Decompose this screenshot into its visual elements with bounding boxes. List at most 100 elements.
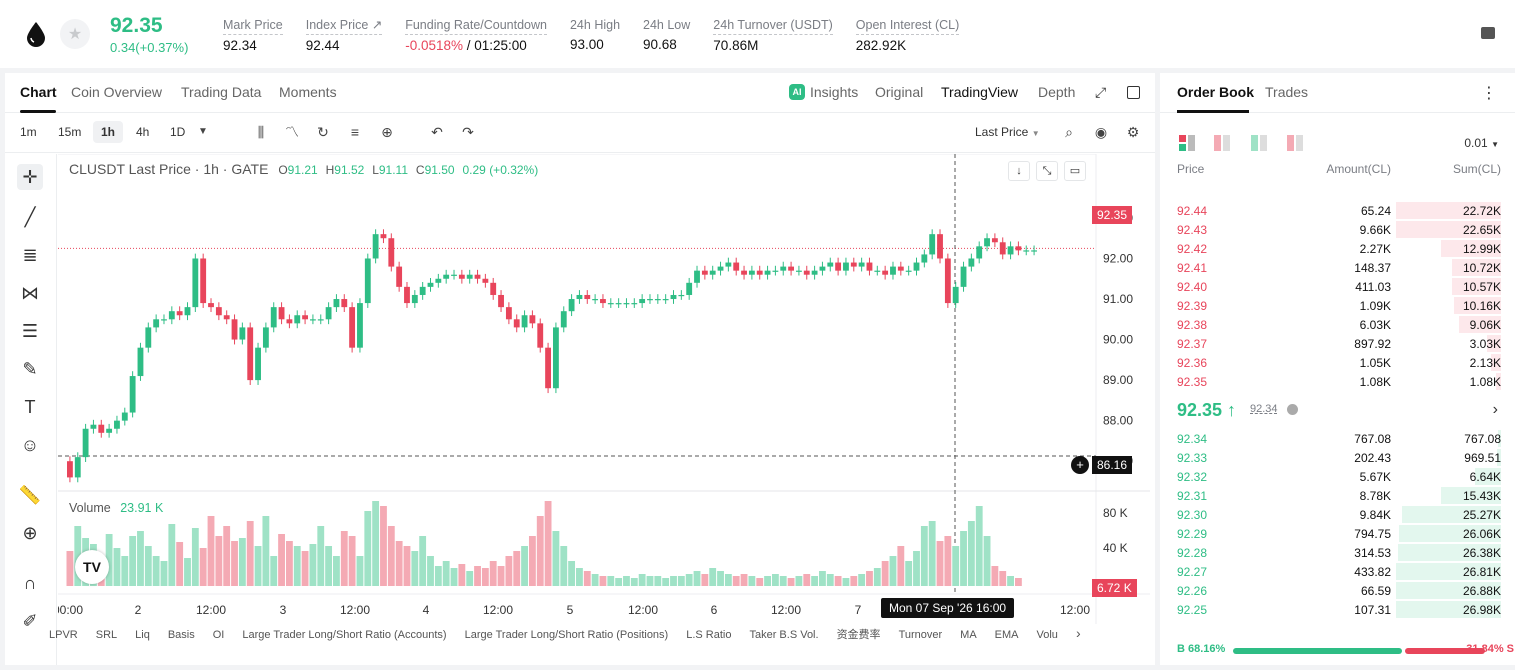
lock-drawing-icon[interactable]: ✐ [22,611,38,631]
order-book-row[interactable]: 92.35 1.08K 1.08K [1160,372,1515,391]
ob-mode-sell-icon[interactable] [1287,135,1303,151]
indicator-item[interactable]: Large Trader Long/Short Ratio (Accounts) [242,629,447,641]
replay-icon[interactable]: ↻ [317,124,329,140]
indicator-scroll-right-icon[interactable]: › [1075,625,1081,641]
indicators-icon[interactable]: 〽 [285,124,299,140]
more-menu-icon[interactable]: ⋮ [1481,85,1497,102]
indicator-item[interactable]: L.S Ratio [686,629,732,641]
indicator-item[interactable]: Volu [1036,629,1058,641]
text-tool-icon[interactable]: T [24,397,36,417]
tab-trades[interactable]: Trades [1265,84,1309,100]
sell-ratio: 31.84% S [1466,643,1514,655]
order-book-row[interactable]: 92.37 897.92 3.03K [1160,334,1515,353]
book-icon[interactable] [1481,27,1495,39]
window-icon[interactable] [1127,86,1140,99]
timeframe-dropdown-icon[interactable]: ▼ [198,126,208,137]
add-indicator-icon[interactable]: ⊕ [381,124,393,140]
order-book-row[interactable]: 92.27 433.82 26.81K [1160,562,1515,581]
undo-icon[interactable]: ↶ [431,124,443,140]
order-book-row[interactable]: 92.33 202.43 969.51 [1160,448,1515,467]
row-sum: 767.08 [1464,432,1501,446]
expand-icon[interactable]: ⤢ [1095,84,1107,100]
timeframe-1h[interactable]: 1h [93,121,124,143]
tradingview-logo[interactable]: TV [75,550,109,584]
templates-icon[interactable]: ≡ [350,124,360,140]
scroll-down-icon[interactable]: ↓ [1008,161,1030,181]
pattern-tool-icon[interactable]: ⋈ [21,283,39,303]
redo-icon[interactable]: ↷ [462,124,474,140]
tab-order-book[interactable]: Order Book [1177,84,1255,100]
order-book-row[interactable]: 92.34 767.08 767.08 [1160,429,1515,448]
stat-index-price[interactable]: Index Price ↗ 92.44 [305,17,383,53]
brush-tool-icon[interactable]: ✎ [22,359,38,379]
order-book-row[interactable]: 92.29 794.75 26.06K [1160,524,1515,543]
indicator-item[interactable]: Large Trader Long/Short Ratio (Positions… [464,629,669,641]
indicator-item[interactable]: Turnover [898,629,943,641]
order-book-row[interactable]: 92.42 2.27K 12.99K [1160,239,1515,258]
timeframe-4h[interactable]: 4h [136,125,150,139]
order-book-row[interactable]: 92.43 9.66K 22.65K [1160,220,1515,239]
indicator-item[interactable]: LPVR [49,629,78,641]
order-book-row[interactable]: 92.30 9.84K 25.27K [1160,505,1515,524]
add-alert-icon[interactable]: + [1071,456,1089,474]
view-insights[interactable]: Insights [810,84,859,100]
order-book-row[interactable]: 92.39 1.09K 10.16K [1160,296,1515,315]
tab-chart[interactable]: Chart [20,84,57,100]
collapse-icon[interactable]: ⤡ [1036,161,1058,181]
tab-trading-data[interactable]: Trading Data [181,84,262,100]
order-book-row[interactable]: 92.44 65.24 22.72K [1160,201,1515,220]
indicator-item[interactable]: MA [960,629,977,641]
order-book-row[interactable]: 92.41 148.37 10.72K [1160,258,1515,277]
settings-gear-icon[interactable]: ⚙ [1126,124,1140,140]
indicator-item[interactable]: 资金费率 [836,629,881,641]
order-book-row[interactable]: 92.31 8.78K 15.43K [1160,486,1515,505]
ob-mode-both-icon[interactable] [1179,135,1195,151]
view-original[interactable]: Original [875,84,924,100]
indicator-item[interactable]: EMA [994,629,1019,641]
row-sum: 22.72K [1462,204,1501,218]
indicator-item[interactable]: SRL [95,629,118,641]
precision-select[interactable]: 0.01 ▼ [1464,136,1499,150]
camera-icon[interactable]: ◉ [1094,124,1108,140]
magnet-tool-icon[interactable]: ∩ [23,573,37,593]
candle-type-icon[interactable]: ⫼ [257,124,265,140]
favorite-star-icon[interactable]: ★ [60,19,90,49]
fib-tool-icon[interactable]: ≣ [22,245,38,265]
ruler-tool-icon[interactable]: 📏 [18,485,42,505]
timeframe-1d[interactable]: 1D [170,125,186,139]
maximize-icon[interactable]: ▭ [1064,161,1086,181]
tab-moments[interactable]: Moments [279,84,337,100]
search-icon[interactable]: ⌕ [1065,124,1073,140]
zoom-in-tool-icon[interactable]: ⊕ [22,523,38,543]
indicator-item[interactable]: Basis [167,629,195,641]
buy-sell-ratio: B 68.16% 31.84% S [1177,643,1514,657]
order-book-row[interactable]: 92.32 5.67K 6.64K [1160,467,1515,486]
volume-bar [450,568,458,586]
order-book-row[interactable]: 92.26 66.59 26.88K [1160,581,1515,600]
order-book-row[interactable]: 92.25 107.31 26.98K [1160,600,1515,619]
timeframe-1m[interactable]: 1m [20,125,37,139]
order-book-row[interactable]: 92.28 314.53 26.38K [1160,543,1515,562]
order-book-row[interactable]: 92.38 6.03K 9.06K [1160,315,1515,334]
indicator-item[interactable]: Liq [135,629,150,641]
ob-mode-bids-icon[interactable] [1251,135,1267,151]
volume-bar [811,576,819,586]
candle-body [239,327,246,340]
trend-line-tool-icon[interactable]: ╱ [24,207,36,227]
ob-mode-asks-icon[interactable] [1214,135,1230,151]
emoji-tool-icon[interactable]: ☺ [20,435,40,455]
price-source-select[interactable]: Last Price ▼ [975,125,1040,139]
candle-body [294,315,301,324]
indicator-item[interactable]: Taker B.S Vol. [749,629,819,641]
indicator-item[interactable]: OI [212,629,225,641]
order-book-row[interactable]: 92.36 1.05K 2.13K [1160,353,1515,372]
timeframe-15m[interactable]: 15m [58,125,82,139]
view-depth[interactable]: Depth [1038,84,1076,100]
crosshair-tool-icon[interactable]: ✛ [17,164,43,190]
view-tradingview[interactable]: TradingView [941,84,1019,100]
chevron-right-icon[interactable]: › [1492,401,1498,418]
measure-levels-icon[interactable]: ☰ [21,321,39,341]
tab-coin-overview[interactable]: Coin Overview [71,84,163,100]
order-book-row[interactable]: 92.40 411.03 10.57K [1160,277,1515,296]
